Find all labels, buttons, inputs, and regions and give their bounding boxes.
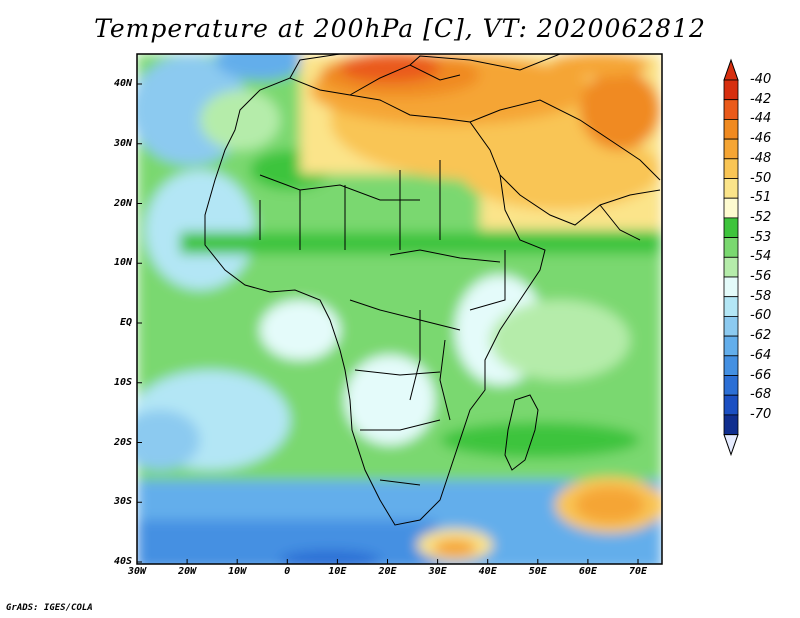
colorbar-segment — [723, 79, 739, 101]
colorbar-segment — [723, 237, 739, 258]
lon-tick-label: 70E — [628, 566, 648, 577]
colorbar-segment — [723, 178, 739, 199]
lat-tick-label: 20S — [113, 436, 132, 448]
colorbar-label: -56 — [750, 269, 772, 284]
colorbar-label: -64 — [750, 347, 772, 363]
lon-tick-label: 0 — [284, 566, 291, 577]
colorbar-label: -68 — [750, 387, 772, 403]
colorbar-label: -46 — [750, 131, 772, 147]
colorbar-top-arrow — [723, 58, 739, 81]
colorbar — [723, 58, 739, 457]
temperature-field — [137, 54, 662, 564]
colorbar-label: -66 — [750, 367, 772, 383]
credit-text: GrADS: IGES/COLA — [6, 603, 93, 613]
colorbar-segment — [723, 296, 739, 317]
lat-tick-label: 10S — [113, 376, 132, 388]
colorbar-label: -53 — [750, 229, 772, 245]
colorbar-segment — [723, 138, 739, 160]
lon-tick-label: 50E — [528, 566, 547, 577]
colorbar-segment — [723, 394, 739, 416]
colorbar-segment — [723, 197, 739, 219]
colorbar-segment — [723, 158, 739, 179]
lat-tick-label: 30N — [113, 137, 132, 149]
colorbar-label: -50 — [750, 170, 772, 186]
colorbar-segment — [723, 335, 739, 357]
lon-tick-label: 60E — [578, 566, 597, 577]
colorbar-segment — [723, 315, 739, 337]
colorbar-segment — [723, 375, 739, 396]
lon-tick-label: 40E — [478, 566, 497, 577]
colorbar-segment — [723, 414, 739, 435]
lat-tick-label: EQ — [119, 317, 132, 328]
colorbar-label: -42 — [750, 91, 772, 107]
colorbar-label: -60 — [750, 308, 772, 324]
colorbar-segment — [723, 355, 739, 376]
colorbar-label: -40 — [750, 72, 772, 87]
lon-tick-label: 10W — [228, 566, 247, 577]
colorbar-label: -54 — [750, 249, 772, 265]
lon-tick-label: 10E — [328, 566, 347, 577]
lat-tick-label: 20N — [113, 197, 132, 209]
colorbar-segment — [723, 99, 739, 120]
lon-tick-label: 20W — [178, 566, 197, 577]
lat-tick-label: 40N — [113, 78, 132, 89]
coastlines — [204, 54, 661, 526]
colorbar-label: -51 — [750, 190, 772, 206]
colorbar-label: -70 — [750, 406, 772, 422]
lon-tick-label: 20E — [378, 566, 397, 577]
colorbar-label: -48 — [750, 150, 772, 166]
lon-tick-label: 30E — [428, 566, 447, 577]
colorbar-segment — [723, 119, 739, 140]
colorbar-segment — [723, 276, 739, 298]
colorbar-label: -58 — [750, 288, 772, 304]
colorbar-label: -62 — [750, 328, 772, 344]
colorbar-label: -52 — [750, 209, 772, 225]
colorbar-bottom-arrow — [723, 434, 739, 457]
map-title: Temperature at 200hPa [C], VT: 202006281… — [94, 14, 706, 43]
lat-tick-label: 30S — [113, 496, 132, 508]
colorbar-label: -44 — [750, 111, 772, 127]
lat-tick-label: 10N — [113, 257, 132, 269]
colorbar-segment — [723, 217, 739, 238]
lat-tick-label: 40S — [113, 556, 132, 567]
lon-tick-label: 30W — [127, 566, 147, 577]
plot-frame — [136, 53, 663, 565]
colorbar-segment — [723, 256, 739, 278]
